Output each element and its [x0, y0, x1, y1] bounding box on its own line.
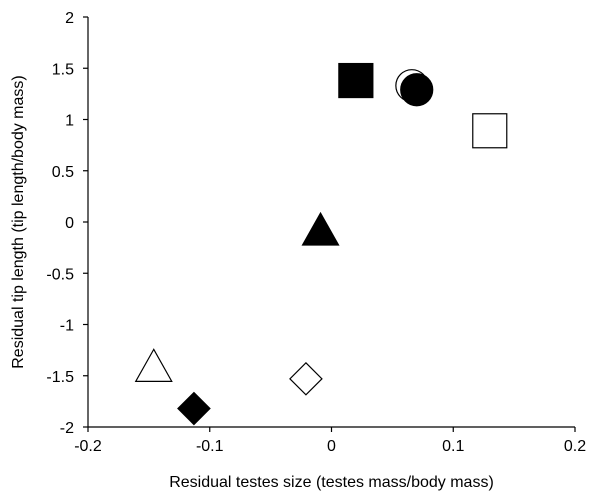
filled-triangle-point [301, 211, 340, 246]
x-axis-ticks: -0.2 -0.1 0 0.1 0.2 [74, 427, 586, 455]
y-tick-label: -2 [60, 420, 74, 437]
open-square-point [472, 113, 508, 149]
y-tick-label: 0.5 [52, 164, 74, 181]
y-tick-label: -0.5 [46, 266, 74, 283]
filled-circle-point [400, 73, 434, 107]
open-diamond-point [289, 361, 323, 396]
x-tick-label: -0.2 [74, 438, 102, 455]
x-axis-title: Residual testes size (testes mass/body m… [169, 474, 494, 491]
y-tick-label: 2 [65, 10, 74, 27]
y-tick-label: -1 [60, 318, 74, 335]
filled-diamond-point [177, 391, 211, 426]
x-tick-label: -0.1 [196, 438, 224, 455]
y-tick-label: 1.5 [52, 61, 74, 78]
x-tick-label: 0.1 [442, 438, 464, 455]
x-tick-label: 0.2 [564, 438, 586, 455]
y-axis-ticks: 2 1.5 1 0.5 0 -0.5 -1 -1.5 -2 [46, 10, 88, 437]
y-tick-label: 1 [65, 113, 74, 130]
x-tick-label: 0 [327, 438, 336, 455]
open-triangle-point [134, 348, 173, 382]
data-points [134, 62, 508, 426]
y-tick-label: -1.5 [46, 369, 74, 386]
y-tick-label: 0 [65, 215, 74, 232]
filled-square-point [338, 62, 374, 99]
y-axis-title: Residual tip length (tip length/body mas… [10, 75, 27, 369]
